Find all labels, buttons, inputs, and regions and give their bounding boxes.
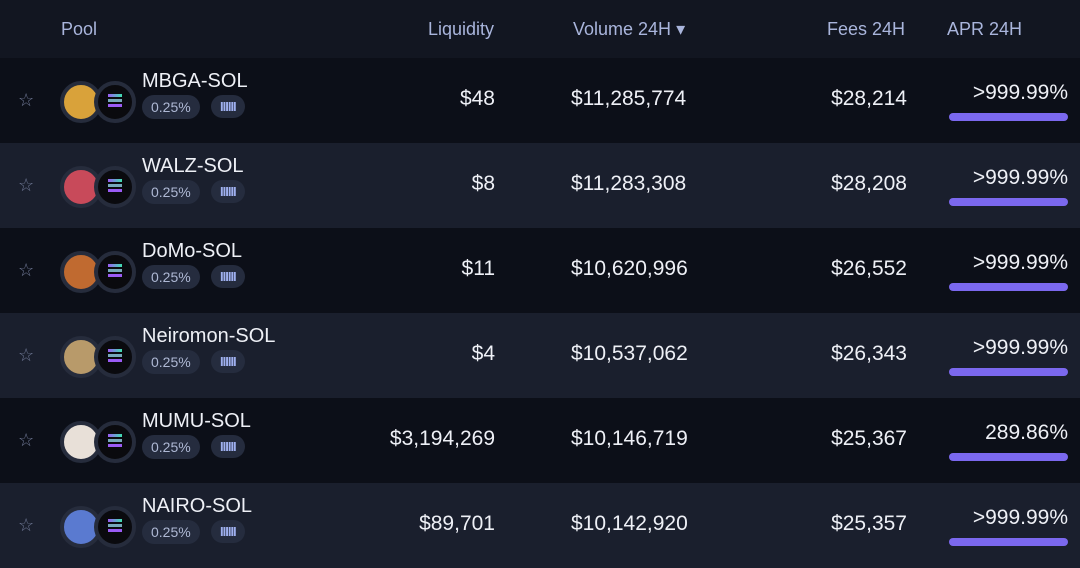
star-icon[interactable]: ☆: [18, 260, 35, 280]
sol-icon: [94, 506, 136, 548]
table-header: Pool Liquidity Volume 24H ▾ Fees 24H APR…: [0, 0, 1080, 58]
col-liquidity[interactable]: Liquidity: [427, 19, 494, 39]
star-icon[interactable]: ☆: [18, 90, 35, 110]
pool-type-badge: IIIIII: [211, 520, 245, 543]
volume: $10,620,996: [571, 257, 688, 280]
liquidity: $8: [471, 172, 495, 195]
table-row[interactable]: ☆ MBGA-SOL 0.25% IIIIII $48 $11,285,774 …: [0, 58, 1080, 143]
fees: $25,357: [831, 512, 907, 535]
sol-icon: [94, 251, 136, 293]
pool-type-badge: IIIIII: [211, 350, 245, 373]
fees: $26,343: [831, 342, 907, 365]
apr: >999.99%: [972, 251, 1068, 274]
col-volume-label: Volume 24H: [573, 19, 672, 39]
apr-bar: [949, 283, 1068, 291]
pool-name[interactable]: DoMo-SOL: [142, 240, 243, 262]
col-fees[interactable]: Fees 24H: [826, 19, 905, 39]
fees: $28,214: [831, 87, 907, 110]
pool-type-badge: IIIIII: [211, 180, 245, 203]
fee-badge: 0.25%: [142, 95, 200, 119]
fee-badge: 0.25%: [142, 265, 200, 289]
apr: >999.99%: [972, 506, 1068, 529]
pool-name[interactable]: Neiromon-SOL: [142, 325, 276, 347]
fees: $28,208: [831, 172, 907, 195]
volume: $11,285,774: [571, 87, 687, 110]
liquidity: $89,701: [419, 512, 495, 535]
liquidity: $11: [461, 257, 495, 280]
apr: 289.86%: [985, 421, 1068, 444]
volume: $10,142,920: [571, 512, 688, 535]
table-row[interactable]: ☆ MUMU-SOL 0.25% IIIIII $3,194,269 $10,1…: [0, 398, 1080, 483]
apr-bar: [949, 113, 1068, 121]
pool-name[interactable]: NAIRO-SOL: [142, 495, 253, 517]
pool-type-badge: IIIIII: [211, 265, 245, 288]
pool-name[interactable]: MUMU-SOL: [142, 410, 251, 432]
fee-badge: 0.25%: [142, 350, 200, 374]
pool-name[interactable]: MBGA-SOL: [142, 70, 248, 92]
col-volume[interactable]: Volume 24H ▾: [573, 19, 685, 40]
sol-icon: [94, 421, 136, 463]
volume: $10,146,719: [571, 427, 688, 450]
star-icon[interactable]: ☆: [18, 345, 35, 365]
pool-type-badge: IIIIII: [211, 435, 245, 458]
liquidity: $4: [471, 342, 495, 365]
sol-icon: [94, 336, 136, 378]
table-row[interactable]: ☆ Neiromon-SOL 0.25% IIIIII $4 $10,537,0…: [0, 313, 1080, 398]
liquidity: $48: [459, 87, 495, 110]
apr: >999.99%: [972, 81, 1068, 104]
pool-name[interactable]: WALZ-SOL: [142, 155, 244, 177]
apr-bar: [949, 198, 1068, 206]
table-row[interactable]: ☆ WALZ-SOL 0.25% IIIIII $8 $11,283,308 $…: [0, 143, 1080, 228]
fees: $26,552: [831, 257, 907, 280]
fee-badge: 0.25%: [142, 520, 200, 544]
fee-badge: 0.25%: [142, 435, 200, 459]
col-apr[interactable]: APR 24H: [947, 19, 1023, 39]
apr: >999.99%: [972, 166, 1068, 189]
sol-icon: [94, 166, 136, 208]
apr: >999.99%: [972, 336, 1068, 359]
apr-bar: [949, 368, 1068, 376]
star-icon[interactable]: ☆: [18, 430, 35, 450]
table-row[interactable]: ☆ DoMo-SOL 0.25% IIIIII $11 $10,620,996 …: [0, 228, 1080, 313]
table-row[interactable]: ☆ NAIRO-SOL 0.25% IIIIII $89,701 $10,142…: [0, 483, 1080, 568]
volume: $10,537,062: [571, 342, 688, 365]
star-icon[interactable]: ☆: [18, 175, 35, 195]
token-icon: [60, 421, 102, 463]
star-icon[interactable]: ☆: [18, 515, 35, 535]
col-pool[interactable]: Pool: [61, 19, 98, 39]
sort-desc-icon: ▾: [676, 19, 686, 39]
apr-bar: [949, 453, 1068, 461]
fee-badge: 0.25%: [142, 180, 200, 204]
volume: $11,283,308: [571, 172, 687, 195]
sol-icon: [94, 81, 136, 123]
apr-bar: [949, 538, 1068, 546]
liquidity: $3,194,269: [389, 427, 495, 450]
fees: $25,367: [831, 427, 907, 450]
pool-type-badge: IIIIII: [211, 95, 245, 118]
